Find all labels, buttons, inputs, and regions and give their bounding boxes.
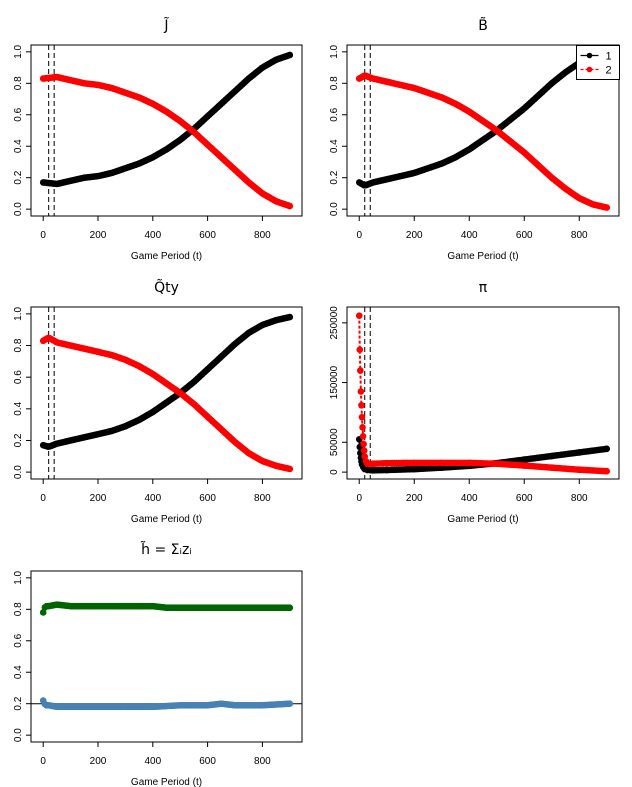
y-tick-label: 0.6 — [329, 107, 340, 121]
y-tick-label: 0.4 — [13, 665, 24, 679]
y-tick-label: 50000 — [329, 428, 340, 456]
data-point — [286, 465, 294, 473]
data-point — [602, 467, 609, 475]
x-tick-label: 600 — [199, 230, 216, 241]
data-point — [356, 346, 364, 354]
y-tick-label: 0.0 — [329, 202, 340, 216]
x-axis-label: Game Period (t) — [447, 251, 518, 262]
x-tick-label: 400 — [144, 493, 161, 504]
data-point — [286, 700, 294, 707]
y-tick-label: 1.0 — [13, 306, 24, 320]
legend-marker-2 — [586, 66, 593, 73]
x-tick-label: 400 — [144, 756, 161, 767]
data-point — [360, 447, 368, 454]
y-tick-label: 0.8 — [13, 602, 24, 616]
y-tick-label: 1.0 — [13, 44, 24, 58]
data-point — [359, 432, 367, 440]
legend-box — [576, 45, 620, 80]
x-tick-label: 800 — [254, 230, 271, 241]
x-tick-label: 0 — [40, 493, 46, 504]
panel-title-5: h̃ = Σᵢzᵢ — [141, 541, 192, 558]
x-tick-label: 200 — [90, 756, 107, 767]
y-tick-label: 0.6 — [13, 370, 24, 384]
y-tick-label: 1.0 — [13, 570, 24, 584]
series-line-2 — [358, 315, 607, 473]
y-tick-label: 0 — [329, 469, 340, 475]
x-tick-label: 200 — [406, 230, 423, 241]
x-tick-label: 0 — [40, 230, 46, 241]
y-tick-label: 150000 — [329, 365, 340, 399]
x-tick-label: 0 — [356, 230, 362, 241]
y-tick-label: 0.2 — [329, 170, 340, 184]
y-tick-label: 250000 — [329, 306, 340, 340]
x-tick-label: 800 — [571, 493, 588, 504]
y-tick-label: 0.8 — [13, 338, 24, 352]
x-axis-label: Game Period (t) — [447, 514, 518, 525]
x-axis-label: Game Period (t) — [131, 777, 202, 787]
y-tick-label: 0.8 — [13, 76, 24, 90]
y-tick-label: 0.2 — [13, 696, 24, 710]
y-tick-label: 0.2 — [13, 433, 24, 447]
y-tick-label: 0.4 — [13, 401, 24, 415]
y-tick-label: 0.8 — [329, 76, 340, 90]
plot-frame-5 — [30, 570, 303, 743]
x-tick-label: 800 — [571, 230, 588, 241]
x-tick-label: 200 — [406, 493, 423, 504]
legend-marker-1 — [586, 52, 593, 59]
data-point — [358, 413, 366, 421]
y-tick-label: 0.0 — [13, 728, 24, 742]
panel-title-4: π — [479, 280, 488, 296]
data-point — [603, 204, 611, 211]
panel-title-1: J̃ — [163, 17, 169, 34]
plot-frame-3 — [30, 306, 303, 480]
y-tick-label: 0.4 — [13, 139, 24, 153]
data-point — [286, 313, 294, 321]
x-tick-label: 800 — [254, 493, 271, 504]
panel-title-3: Q̃ty — [154, 279, 179, 296]
x-tick-label: 600 — [516, 230, 533, 241]
x-tick-label: 400 — [461, 493, 478, 504]
x-tick-label: 800 — [254, 756, 271, 767]
x-tick-label: 200 — [90, 230, 107, 241]
y-tick-label: 0.0 — [13, 465, 24, 479]
data-point — [358, 401, 365, 409]
x-tick-label: 600 — [199, 756, 216, 767]
y-tick-label: 0.6 — [13, 633, 24, 647]
x-tick-label: 400 — [461, 230, 478, 241]
data-point — [357, 367, 364, 374]
y-tick-label: 0.2 — [13, 170, 24, 184]
data-point — [602, 445, 609, 453]
data-point — [355, 312, 363, 319]
data-point — [39, 609, 47, 616]
legend-label-1: 1 — [606, 51, 612, 63]
x-tick-label: 600 — [199, 493, 216, 504]
x-tick-label: 0 — [356, 493, 362, 504]
x-tick-label: 600 — [516, 493, 533, 504]
data-point — [286, 51, 294, 59]
data-point — [359, 424, 366, 431]
x-axis-label: Game Period (t) — [131, 514, 202, 525]
y-tick-label: 1.0 — [329, 44, 340, 58]
data-point — [360, 440, 367, 448]
data-point — [286, 202, 294, 210]
y-tick-label: 0.6 — [13, 107, 24, 121]
x-tick-label: 200 — [90, 493, 107, 504]
legend-label-2: 2 — [606, 65, 612, 77]
panel-title-2: B̃ — [478, 17, 488, 34]
data-point — [286, 604, 294, 612]
y-tick-label: 0.4 — [329, 139, 340, 153]
y-tick-label: 0.0 — [13, 202, 24, 216]
x-tick-label: 400 — [144, 230, 161, 241]
data-point — [357, 388, 365, 395]
x-tick-label: 0 — [40, 756, 46, 767]
x-axis-label: Game Period (t) — [131, 251, 202, 262]
